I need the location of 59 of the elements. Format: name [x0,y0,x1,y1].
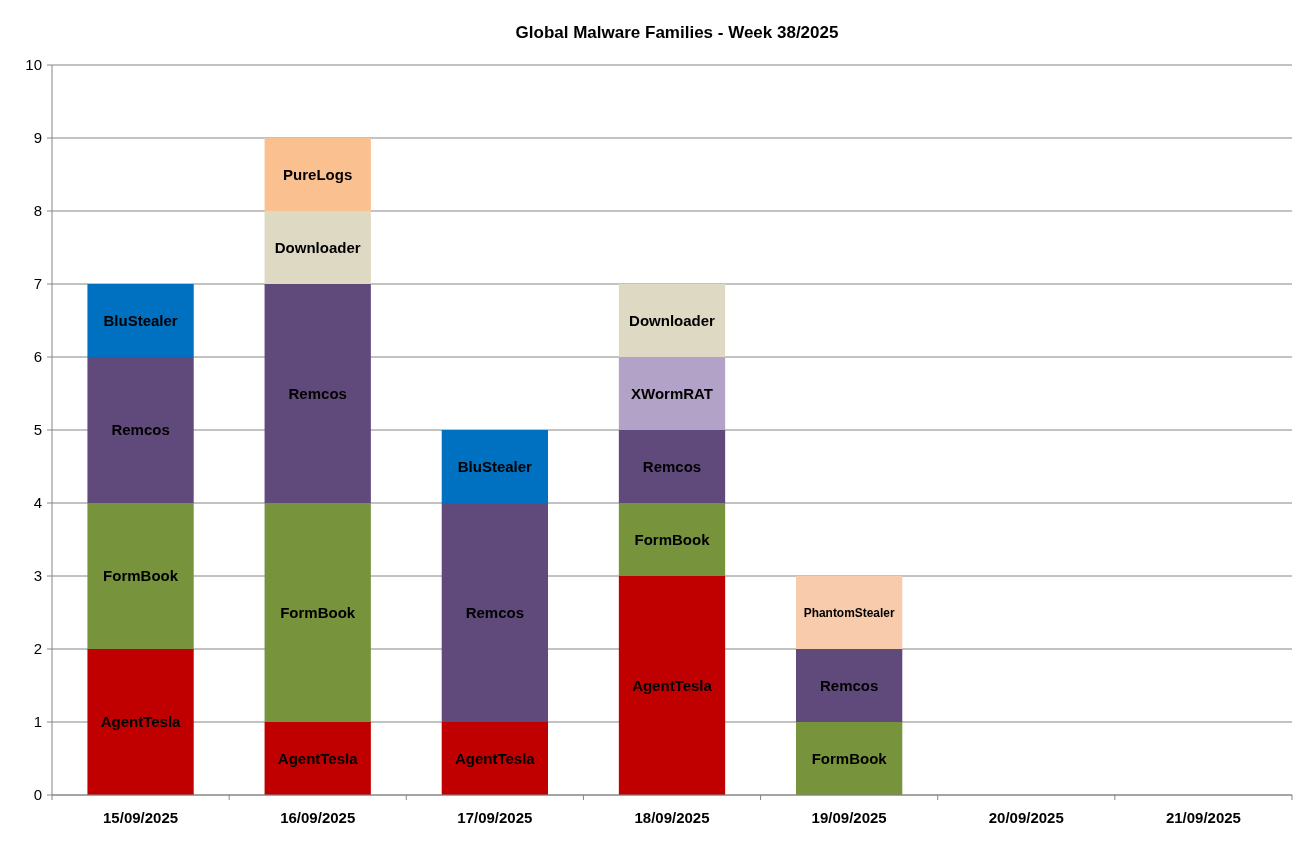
y-tick-label: 4 [33,494,42,512]
bar [264,138,371,211]
y-tick-label: 2 [33,640,42,658]
bar [441,430,548,503]
series-label: Remcos [288,384,347,402]
text: Remcos [111,421,170,439]
bar [87,357,194,503]
text: BluStealer [103,311,178,329]
text: AgentTesla [100,713,181,731]
text: Remcos [819,676,879,694]
series-label: PureLogs [283,165,353,183]
y-tick-label: 7 [33,275,42,293]
bar [618,357,726,430]
bar [618,284,726,357]
bar [796,649,903,722]
y-tick-label: 3 [33,567,42,585]
text: FormBook [280,603,356,621]
y-tick-label: 5 [33,421,42,439]
text: FormBook [634,530,710,548]
bar [87,503,194,649]
bar [618,576,726,795]
y-tick-label: 8 [33,202,42,220]
bar [796,576,903,649]
series-label: AgentTesla [632,676,713,694]
chart-title: Global Malware Families - Week 38/2025 [515,23,839,42]
text: Remcos [465,603,525,621]
series-label: XWormRAT [631,384,713,402]
x-tick-label: 17/09/2025 [457,809,533,826]
y-tick-label: 6 [33,348,42,366]
x-tick-label: 21/09/2025 [1165,809,1241,826]
series-label: Downloader [274,238,361,256]
y-tick-label: 0 [33,786,42,804]
series-label: BluStealer [457,457,533,475]
text: Downloader [629,311,715,329]
y-tick-label: 9 [33,129,42,147]
x-tick-label: 15/09/2025 [103,809,179,826]
text: AgentTesla [277,749,358,767]
bar [264,211,371,284]
bar [264,722,371,795]
x-tick-label: 20/09/2025 [988,809,1064,826]
series-label: FormBook [103,567,179,585]
bar [441,722,548,795]
bar [796,722,903,795]
text: AgentTesla [454,749,535,767]
x-tick-label: 16/09/2025 [280,809,356,826]
x-tick-label: 19/09/2025 [811,809,887,826]
bar [87,649,194,795]
y-tick-label: 1 [33,713,42,731]
series-label: PhantomStealer [803,605,895,620]
text: Remcos [642,457,702,475]
bar [264,284,371,503]
x-tick-label: 18/09/2025 [634,809,710,826]
bar [87,284,194,357]
bar [441,503,548,722]
y-tick-label: 10 [25,56,42,74]
bar [618,503,726,576]
bar [618,430,726,503]
bar [264,503,371,722]
text: FormBook [811,749,887,767]
